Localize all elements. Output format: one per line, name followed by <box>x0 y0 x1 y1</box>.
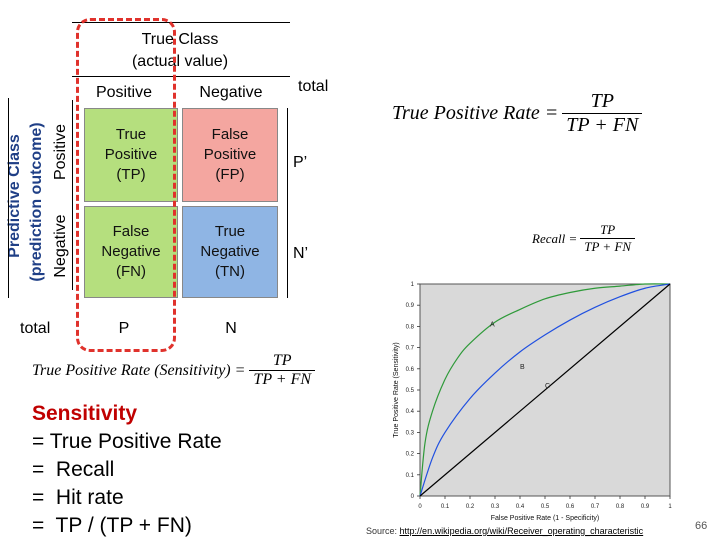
x-tick-label: 0.5 <box>541 504 550 510</box>
roc-curve-a <box>419 283 671 497</box>
page-number: 66 <box>695 520 708 532</box>
header-top-rule <box>72 22 290 23</box>
sensitivity-block: Sensitivity = True Positive Rate = Recal… <box>32 400 222 540</box>
y-tick-label: 0.4 <box>406 409 415 415</box>
col-total-n: N <box>225 320 237 337</box>
recall-numerator: TP <box>580 222 636 239</box>
source-label: Source: <box>366 526 398 536</box>
x-tick-label: 1 <box>668 504 672 510</box>
roc-plot-area: 0 0.1 0.2 0.3 0.4 0.5 0.6 0.7 0.8 0.9 1 0 0.1 0.2 0.3 0… <box>393 282 672 522</box>
col-header-total: total <box>298 78 329 95</box>
actual-value-subtitle: (actual value) <box>131 53 229 70</box>
prediction-outcome-label: (prediction outcome) <box>28 122 45 282</box>
y-tick-label: 0.2 <box>406 452 415 458</box>
col-header-positive: Positive <box>95 84 153 101</box>
sensitivity-numerator: TP <box>249 352 316 371</box>
x-tick-label: 0.7 <box>591 504 600 510</box>
sensitivity-line-4: = TP / (TP + FN) <box>32 514 192 537</box>
y-tick-label: 0.9 <box>406 303 415 309</box>
recall-formula: Recall = TP TP + FN <box>532 222 636 255</box>
sensitivity-line-3: = Hit rate <box>32 486 124 509</box>
y-tick-label: 0.1 <box>406 473 415 479</box>
true-class-title: True Class <box>141 31 219 48</box>
sensitivity-denominator: TP + FN <box>253 371 312 388</box>
y-tick-label: 0 <box>411 494 415 500</box>
tpr-formula-lhs: True Positive Rate = <box>392 102 559 124</box>
col-total-p: P <box>118 320 130 337</box>
x-tick-label: 0.9 <box>641 504 650 510</box>
recall-fraction: TP TP + FN <box>580 222 636 255</box>
col-header-negative: Negative <box>199 84 263 101</box>
recall-denominator: TP + FN <box>584 239 632 254</box>
total-right-rule <box>287 108 288 298</box>
sensitivity-formula-lhs: True Positive Rate (Sensitivity) = <box>32 361 246 379</box>
sensitivity-line-2: = Recall <box>32 458 115 481</box>
positive-column-highlight <box>76 18 176 352</box>
curve-label-a: A <box>490 321 495 328</box>
row-header-negative: Negative <box>52 214 69 278</box>
row-header-rule <box>72 100 73 290</box>
x-axis-label: False Positive Rate (1 - Specificity) <box>491 515 600 522</box>
header-underline <box>72 76 290 77</box>
y-tick-label: 0.3 <box>406 430 415 436</box>
sensitivity-formula: True Positive Rate (Sensitivity) = TP TP… <box>32 352 316 389</box>
y-tick-label: 0.6 <box>406 367 415 373</box>
x-tick-label: 0.3 <box>491 504 500 510</box>
cell-true-negative: True Negative (TN) <box>182 206 278 298</box>
roc-curve-c <box>419 283 671 497</box>
x-tick-label: 0.4 <box>516 504 525 510</box>
y-tick-label: 0.8 <box>406 324 415 330</box>
sensitivity-fraction: TP TP + FN <box>249 352 316 389</box>
source-note: Source: http://en.wikipedia.org/wiki/Rec… <box>366 526 643 536</box>
cell-false-positive: False Positive (FP) <box>182 108 278 202</box>
predictive-class-label: Predictive Class <box>6 134 23 258</box>
y-tick-label: 0.7 <box>406 346 415 352</box>
y-tick-label: 1 <box>411 282 415 288</box>
sensitivity-line-1: = True Positive Rate <box>32 430 222 453</box>
tpr-formula: True Positive Rate = TP TP + FN <box>392 90 643 137</box>
side-rule <box>8 98 9 298</box>
x-tick-label: 0.8 <box>616 504 625 510</box>
row-total-label: total <box>20 320 51 337</box>
x-tick-label: 0 <box>418 504 422 510</box>
roc-curve-b <box>419 283 671 497</box>
row-header-positive: Positive <box>52 123 69 181</box>
x-tick-label: 0.2 <box>466 504 475 510</box>
sensitivity-title: Sensitivity <box>32 402 138 425</box>
row-total-n-prime: N’ <box>293 245 309 262</box>
tpr-denominator: TP + FN <box>566 114 639 136</box>
tpr-fraction: TP TP + FN <box>562 90 643 137</box>
curve-label-c: C <box>545 383 550 390</box>
cell-false-negative: False Negative (FN) <box>84 206 178 298</box>
x-tick-label: 0.6 <box>566 504 575 510</box>
source-link[interactable]: http://en.wikipedia.org/wiki/Receiver_op… <box>399 526 644 536</box>
row-total-p-prime: P’ <box>293 154 308 171</box>
y-tick-label: 0.5 <box>406 388 415 394</box>
recall-formula-lhs: Recall = <box>532 230 578 246</box>
tpr-numerator: TP <box>562 90 643 114</box>
x-tick-label: 0.1 <box>441 504 450 510</box>
y-axis-label: True Positive Rate (Sensitivity) <box>393 342 400 437</box>
roc-chart: 0 0.1 0.2 0.3 0.4 0.5 0.6 0.7 0.8 0.9 1 0 0.1 0.2 0.3 0… <box>393 282 672 522</box>
cell-true-positive: True Positive (TP) <box>84 108 178 202</box>
curve-label-b: B <box>520 364 525 371</box>
